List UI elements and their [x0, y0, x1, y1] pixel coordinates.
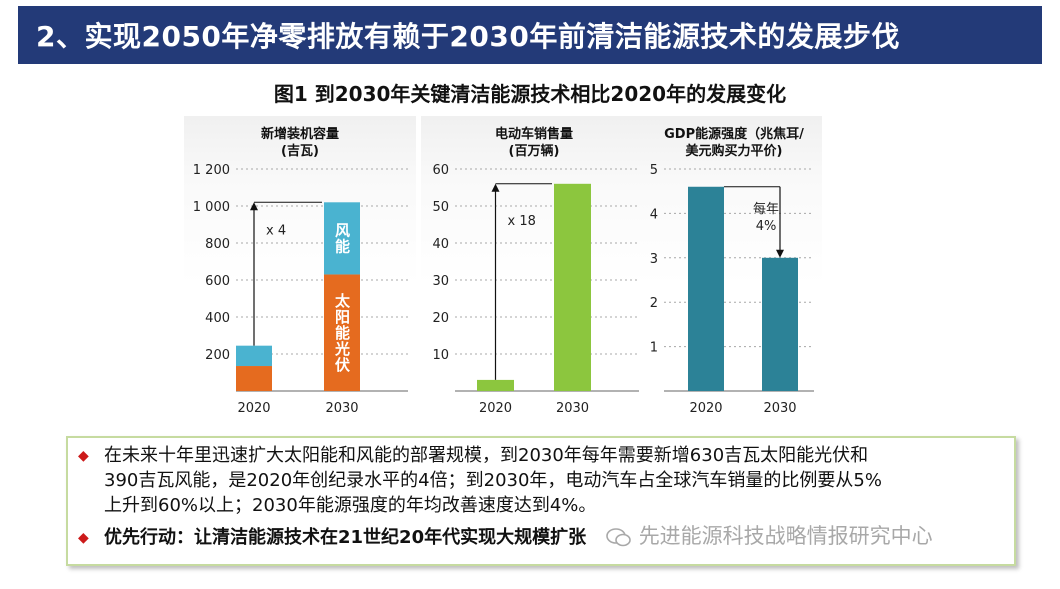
y-tick-label: 30: [432, 274, 449, 289]
series-label: 风能: [333, 222, 351, 254]
y-tick-label: 5: [650, 163, 658, 178]
summary-line: 390吉瓦风能，是2020年创纪录水平的4倍；到2030年，电动汽车占全球汽车销…: [104, 470, 882, 491]
capacity-chart: 200 400 600 800 1 000 1 200 2020 2030 太阳能光伏 风能 x 4: [193, 163, 408, 416]
y-tick-label: 200: [205, 348, 230, 363]
chart-title: 新增装机容量 (吉瓦): [260, 127, 339, 159]
energy-intensity-chart: 1 2 3 4 5 2020 2030 每年 4%: [650, 163, 814, 416]
header-bar: 2、实现2050年净零排放有赖于2030年前清洁能源技术的发展步伐: [18, 6, 1042, 64]
y-tick-label: 3: [650, 252, 658, 267]
bar: [762, 257, 798, 391]
wechat-icon: [606, 528, 631, 547]
bar-segment: [324, 274, 360, 391]
panel-background: [184, 116, 416, 422]
summary-line: 上升到60%以上；2030年能源强度的年均改善速度达到4%。: [104, 495, 597, 516]
watermark-text: 先进能源科技战略情报研究中心: [638, 524, 933, 548]
y-tick-label: 1 200: [193, 163, 230, 178]
decline-annotation: 4%: [756, 219, 777, 234]
chart-panel-ev: 电动车销售量 (百万辆) 10 20 30 40 50 60 2020 2030 x 18: [421, 116, 647, 422]
x-tick-label: 2020: [237, 401, 270, 416]
bar: [477, 379, 514, 391]
y-tick-label: 50: [432, 200, 449, 215]
panel-background: [421, 116, 647, 422]
growth-annotation: x 18: [508, 214, 536, 229]
watermark: 先进能源科技战略情报研究中心: [606, 520, 933, 550]
x-tick-label: 2030: [763, 401, 796, 416]
bar-segment: [236, 345, 272, 367]
chart-title: GDP能源强度（兆焦耳/ 美元购买力平价): [664, 127, 804, 159]
summary-box: ◆ 在未来十年里迅速扩大太阳能和风能的部署规模，到2030年每年需要新增630吉…: [66, 436, 1016, 566]
bar-segment: [324, 202, 360, 275]
x-tick-label: 2030: [325, 401, 358, 416]
y-tick-label: 10: [432, 348, 449, 363]
summary-paragraph: 在未来十年里迅速扩大太阳能和风能的部署规模，到2030年每年需要新增630吉瓦太…: [104, 443, 1004, 518]
diamond-bullet-icon: ◆: [78, 448, 89, 464]
y-tick-label: 1: [650, 341, 658, 356]
y-tick-label: 60: [432, 163, 449, 178]
figure-title: 图1 到2030年关键清洁能源技术相比2020年的发展变化: [273, 82, 787, 106]
x-tick-label: 2020: [689, 401, 722, 416]
page-title: 2、实现2050年净零排放有赖于2030年前清洁能源技术的发展步伐: [36, 20, 900, 53]
y-tick-label: 400: [205, 311, 230, 326]
y-tick-label: 20: [432, 311, 449, 326]
priority-action: 优先行动：让清洁能源技术在21世纪20年代实现大规模扩张: [104, 527, 587, 548]
chart-title: 电动车销售量 (百万辆): [494, 127, 573, 159]
chart-panel-energy-intensity: GDP能源强度（兆焦耳/ 美元购买力平价) 1 2 3 4 5 2020 2030 每年 4%: [646, 116, 822, 422]
arrow-head-icon: [250, 202, 258, 211]
x-tick-label: 2030: [556, 401, 589, 416]
y-tick-label: 600: [205, 274, 230, 289]
diamond-bullet-icon: ◆: [78, 530, 89, 546]
y-tick-label: 40: [432, 237, 449, 252]
arrow-head-icon: [491, 183, 500, 192]
growth-annotation: x 4: [266, 224, 286, 239]
y-tick-label: 1 000: [193, 200, 230, 215]
x-tick-label: 2020: [479, 401, 512, 416]
bar: [688, 186, 724, 391]
bar: [554, 183, 591, 391]
y-tick-label: 800: [205, 237, 230, 252]
summary-line: 在未来十年里迅速扩大太阳能和风能的部署规模，到2030年每年需要新增630吉瓦太…: [104, 445, 869, 466]
decline-annotation: 每年: [753, 201, 779, 217]
y-tick-label: 4: [650, 207, 658, 222]
chart-panel-capacity: 新增装机容量 (吉瓦) 200 400 600 800 1 000 1 200 2020 20…: [184, 116, 416, 422]
series-label: 太阳能光伏: [333, 292, 351, 373]
bar-segment: [236, 366, 272, 391]
y-tick-label: 2: [650, 296, 658, 311]
arrow-head-icon: [776, 249, 784, 258]
